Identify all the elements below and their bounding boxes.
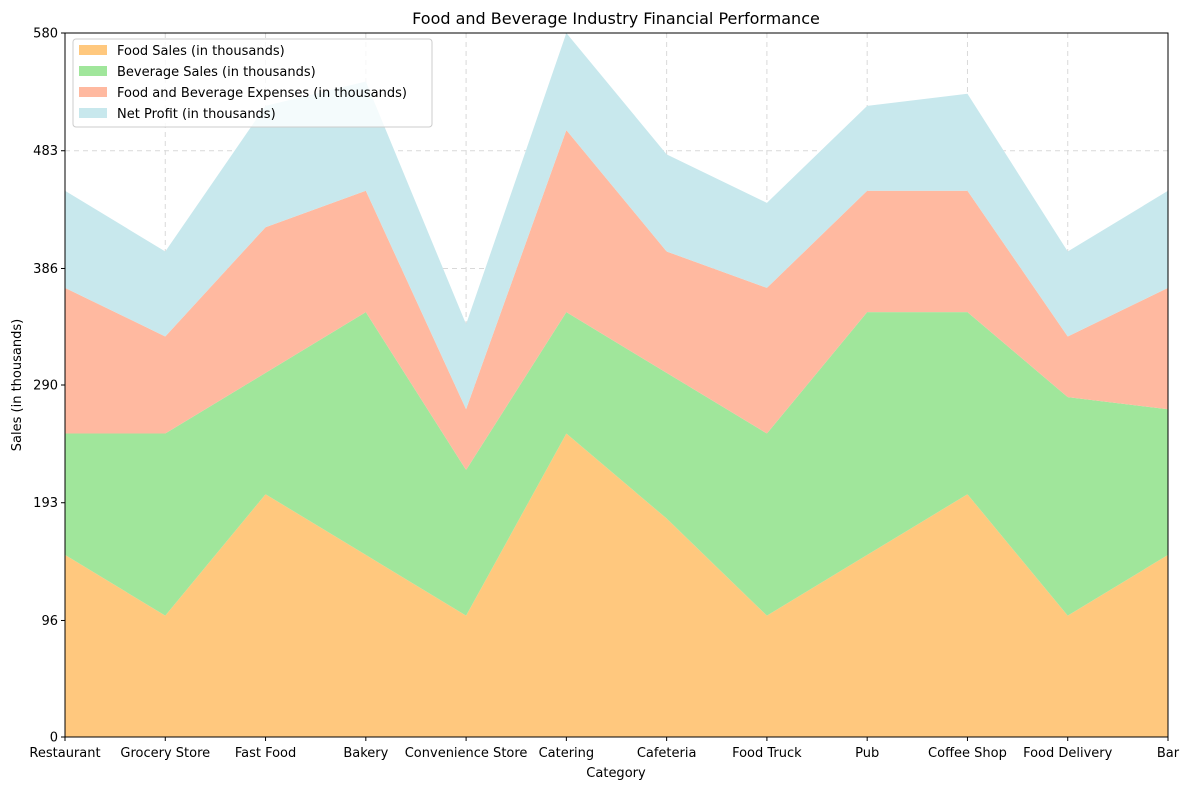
area-series-1 [65, 433, 1168, 737]
chart-title: Food and Beverage Industry Financial Per… [412, 9, 820, 28]
y-axis-ticks: 0 96 193 290 386 483 580 [33, 27, 65, 746]
legend-swatch [79, 45, 107, 55]
legend-label: Food Sales (in thousands) [117, 44, 285, 59]
legend-swatch [79, 87, 107, 97]
x-tick-label: Food Delivery [1023, 746, 1113, 761]
y-tick-label: 483 [33, 144, 58, 159]
x-tick-label: Pub [855, 746, 879, 761]
area-series-3 [65, 130, 1168, 470]
x-tick-label: Catering [539, 746, 595, 761]
x-tick-label: Fast Food [235, 746, 296, 761]
legend-swatch [79, 108, 107, 118]
area-series-2 [65, 312, 1168, 616]
legend: Food Sales (in thousands) Beverage Sales … [72, 38, 433, 128]
x-tick-label: Restaurant [29, 746, 100, 761]
y-tick-label: 580 [33, 27, 58, 42]
x-tick-label: Bakery [343, 746, 388, 761]
x-axis-ticks: Restaurant Grocery Store Fast Food Bakery Co… [29, 737, 1180, 761]
y-tick-label: 290 [33, 379, 58, 394]
x-tick-label: Convenience Store [405, 746, 528, 761]
x-tick-label: Food Truck [732, 746, 802, 761]
legend-swatch [79, 66, 107, 76]
legend-label: Net Profit (in thousands) [117, 107, 276, 122]
x-tick-label: Grocery Store [120, 746, 210, 761]
legend-label: Beverage Sales (in thousands) [117, 65, 316, 80]
x-axis-label: Category [586, 766, 646, 781]
x-tick-label: Coffee Shop [928, 746, 1007, 761]
y-tick-label: 0 [50, 731, 58, 746]
x-tick-label: Cafeteria [637, 746, 697, 761]
y-tick-label: 386 [33, 262, 58, 277]
x-tick-label: Bar [1157, 746, 1180, 761]
legend-label: Food and Beverage Expenses (in thousands… [117, 86, 407, 101]
y-axis-label: Sales (in thousands) [10, 319, 25, 451]
legend-box [72, 38, 433, 128]
y-tick-label: 193 [33, 496, 58, 511]
y-tick-label: 96 [41, 614, 58, 629]
